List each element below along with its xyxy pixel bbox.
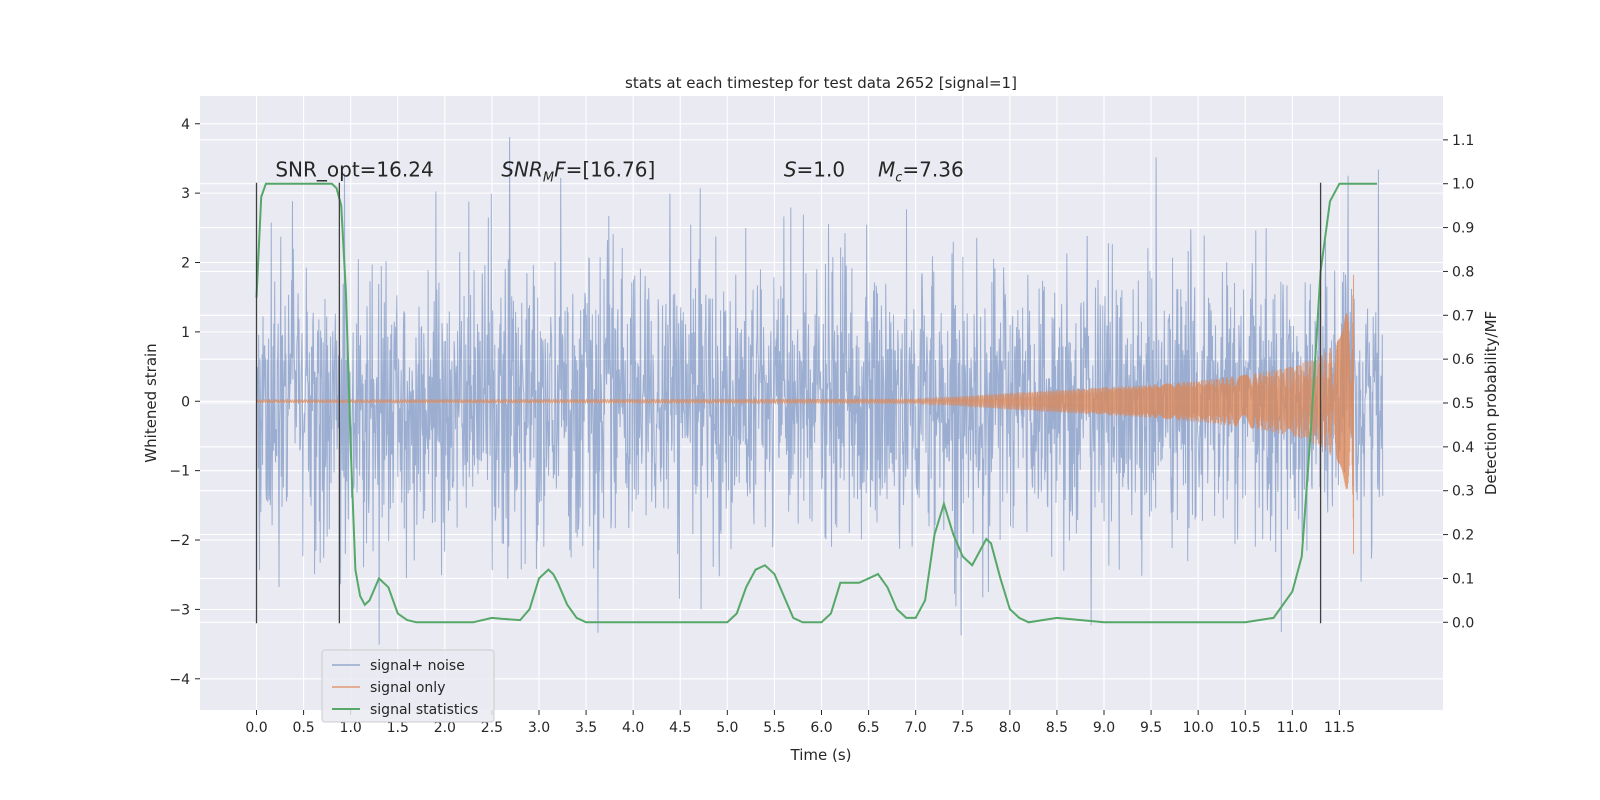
x-tick-label: 8.5 [1046, 720, 1068, 736]
x-tick-label: 2.0 [434, 720, 456, 736]
x-tick-label: 5.0 [716, 720, 738, 736]
x-tick-label: 7.5 [952, 720, 974, 736]
x-tick-label: 6.5 [857, 720, 879, 736]
x-tick-label: 9.0 [1093, 720, 1115, 736]
y-tick-label-right: 1.1 [1452, 133, 1474, 149]
y-tick-label-right: 0.6 [1452, 352, 1474, 368]
y-axis-label-right: Detection probability/MF [1482, 311, 1500, 495]
x-tick-label: 9.5 [1140, 720, 1162, 736]
x-tick-label: 11.5 [1324, 720, 1355, 736]
legend-label: signal+ noise [370, 658, 465, 674]
y-tick-label-left: 0 [181, 394, 190, 410]
y-tick-label-left: −2 [169, 533, 190, 549]
x-tick-label: 7.0 [905, 720, 927, 736]
x-axis-label: Time (s) [790, 746, 852, 764]
y-tick-label-right: 1.0 [1452, 177, 1474, 193]
y-tick-label-right: 0.2 [1452, 528, 1474, 544]
x-tick-label: 2.5 [481, 720, 503, 736]
annotation: S=1.0 [784, 158, 845, 182]
x-tick-label: 8.0 [999, 720, 1021, 736]
x-tick-label: 4.0 [622, 720, 644, 736]
y-axis-label-left: Whitened strain [142, 343, 160, 462]
axes: 0.0 0.5 1.0 1.5 2.0 2.5 3.0 3.5 4.0 4.5 5.0 5.5 6.0 6… [169, 117, 1474, 736]
x-tick-label: 3.0 [528, 720, 550, 736]
annotation: Mc​=7.36 [878, 158, 964, 186]
y-tick-label-left: 4 [181, 117, 190, 133]
y-tick-label-left: 1 [181, 325, 190, 341]
y-tick-label-right: 0.4 [1452, 440, 1474, 456]
series-signal-noise [256, 137, 1384, 645]
series-signal-only [256, 274, 1355, 554]
y-tick-label-left: −1 [169, 464, 190, 480]
y-tick-label-right: 0.7 [1452, 308, 1474, 324]
x-tick-label: 4.5 [669, 720, 691, 736]
x-tick-label: 3.5 [575, 720, 597, 736]
annotation: SNRM​F=[16.76] [501, 158, 655, 186]
x-tick-label: 1.5 [387, 720, 409, 736]
y-tick-label-right: 0.5 [1452, 396, 1474, 412]
y-tick-label-left: −4 [169, 672, 190, 688]
y-tick-label-left: 2 [181, 256, 190, 272]
x-tick-label: 11.0 [1277, 720, 1308, 736]
y-tick-label-left: 3 [181, 186, 190, 202]
x-tick-label: 0.5 [292, 720, 314, 736]
x-tick-label: 6.0 [810, 720, 832, 736]
y-tick-label-right: 0.1 [1452, 571, 1474, 587]
annotation: SNR_opt=16.24 [275, 158, 433, 182]
legend-box [321, 649, 495, 723]
x-tick-label: 10.0 [1183, 720, 1214, 736]
legend-label: signal statistics [370, 702, 478, 718]
x-tick-label: 1.0 [340, 720, 362, 736]
legend: signal+ noise signal only signal statistic… [321, 649, 495, 723]
y-tick-label-left: −3 [169, 602, 190, 618]
x-tick-label: 5.5 [763, 720, 785, 736]
x-tick-label: 0.0 [245, 720, 267, 736]
y-tick-label-right: 0.8 [1452, 264, 1474, 280]
chart-title: stats at each timestep for test data 265… [625, 74, 1017, 92]
annotations: SNR_opt=16.24 SNRM​F=[16.76] S=1.0 Mc​=7.36 [275, 158, 963, 186]
y-tick-label-right: 0.0 [1452, 615, 1474, 631]
data-layer [255, 137, 1384, 645]
series-signal-statistics [255, 182, 1378, 624]
y-tick-label-right: 0.3 [1452, 484, 1474, 500]
legend-label: signal only [370, 680, 445, 696]
x-tick-label: 10.5 [1230, 720, 1261, 736]
y-tick-label-right: 0.9 [1452, 221, 1474, 237]
